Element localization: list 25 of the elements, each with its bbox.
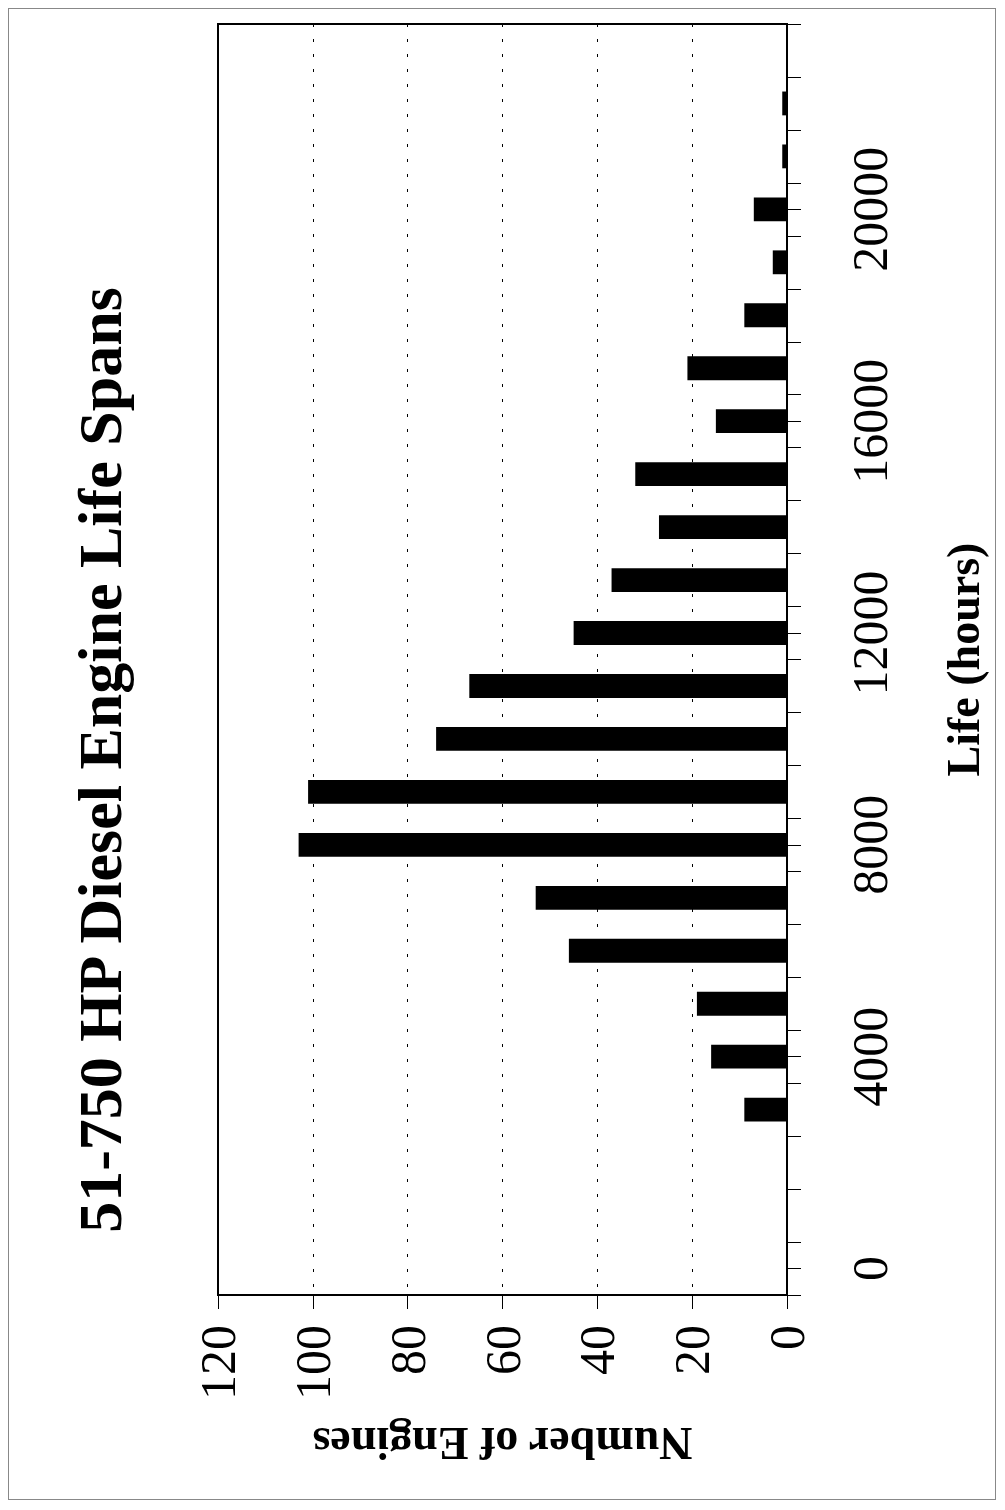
x-tick-label: 80 [379,1325,436,1375]
bar [658,515,787,540]
x-tick-label: 120 [190,1325,246,1400]
x-tick-label: 100 [284,1325,341,1400]
text: 51-750 HP Diesel Engine Life Spans [66,287,134,1233]
bar [772,250,787,275]
x-tick-label: 20 [664,1325,721,1375]
y-tick-label: 20000 [842,146,898,272]
bar [436,727,787,751]
bar [744,1097,787,1122]
y-tick-label: 12000 [842,570,898,696]
x-tick-label: 60 [474,1325,531,1375]
y-tick-label: 8000 [842,794,898,895]
y-axis-title: Life (hours) [937,542,989,777]
y-tick-label: 4000 [842,1006,898,1107]
y-tick-label: 16000 [842,358,898,484]
y-tick-label: 0 [842,1256,898,1282]
bar [568,938,787,963]
bar [782,144,787,169]
bar [782,91,787,116]
x-tick-label: 0 [759,1325,815,1350]
x-tick-label: 40 [569,1325,626,1375]
x-axis-title: Number of Engines [312,1417,693,1469]
bar [696,991,787,1016]
bar [744,303,787,328]
